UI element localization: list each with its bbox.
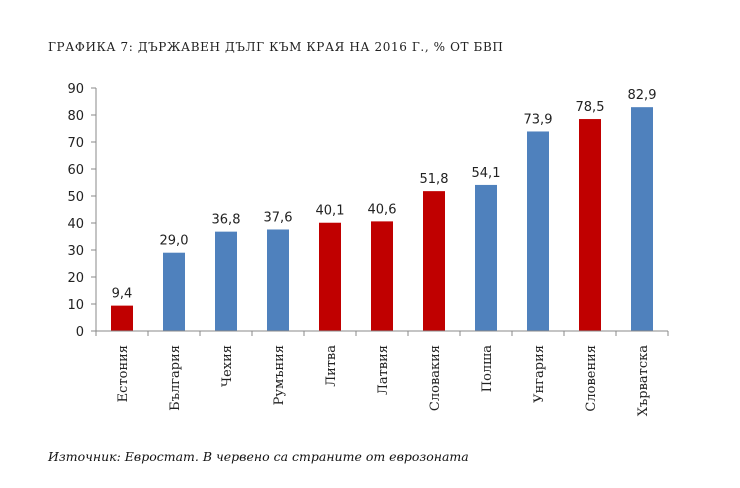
bar-value-label: 29,0 [160,234,189,249]
x-category-label: Хърватска [636,345,651,417]
bar-value-label: 73,9 [524,112,553,127]
y-tick-label: 40 [67,217,84,232]
bar [423,191,445,331]
bar [631,107,653,331]
x-category-label: Литва [324,345,339,387]
x-category-label: Полша [480,345,495,393]
bar [267,229,289,331]
y-tick-label: 10 [67,298,84,313]
bar-value-label: 82,9 [628,88,657,103]
source-note: Източник: Евростат. В червено са странит… [48,449,469,464]
bar-value-label: 40,6 [368,202,397,217]
bar [319,222,341,331]
y-tick-label: 30 [67,244,84,259]
bar [163,252,185,331]
x-category-label: Румъния [272,345,287,405]
bar-chart: 0 10 20 30 40 50 60 70 80 90 9,4 29,0 36,8 37,6 40,1 4… [67,82,669,417]
y-tick-label: 80 [67,109,84,124]
bar [579,119,601,331]
x-category-label: България [168,345,183,411]
bar-value-label: 36,8 [212,213,241,228]
bar [527,131,549,331]
x-category-label: Словения [584,345,599,412]
y-tick-label: 50 [67,190,84,205]
y-tick-label: 20 [67,271,84,286]
bar [111,305,133,331]
x-category-label: Чехия [220,345,235,387]
bar-value-label: 54,1 [472,166,501,181]
x-labels-group: Естония България Чехия Румъния Литва Латвия Сл… [116,345,651,417]
value-labels-group: 9,4 29,0 36,8 37,6 40,1 40,6 51,8 54,1 73,9 78,5 8… [112,88,657,301]
x-axis [95,330,669,336]
y-tick-label: 60 [67,163,84,178]
chart-title: ГРАФИКА 7: ДЪРЖАВЕН ДЪЛГ КЪМ КРАЯ НА 201… [48,40,504,54]
x-category-label: Унгария [532,345,547,403]
bar-value-label: 9,4 [112,287,133,302]
y-tick-label: 90 [67,82,84,97]
bar [371,221,393,331]
y-axis: 0 10 20 30 40 50 60 70 80 90 [67,82,97,340]
bar-value-label: 51,8 [420,172,449,187]
y-tick-label: 70 [67,136,84,151]
bars-group [111,107,653,331]
x-category-label: Латвия [376,345,391,395]
bar [475,184,497,331]
bar-value-label: 78,5 [576,100,605,115]
bar [215,231,237,331]
bar-value-label: 40,1 [316,204,345,219]
x-category-label: Естония [116,345,131,402]
y-tick-label: 0 [76,325,84,340]
x-category-label: Словакия [428,345,443,411]
bar-value-label: 37,6 [264,210,293,225]
